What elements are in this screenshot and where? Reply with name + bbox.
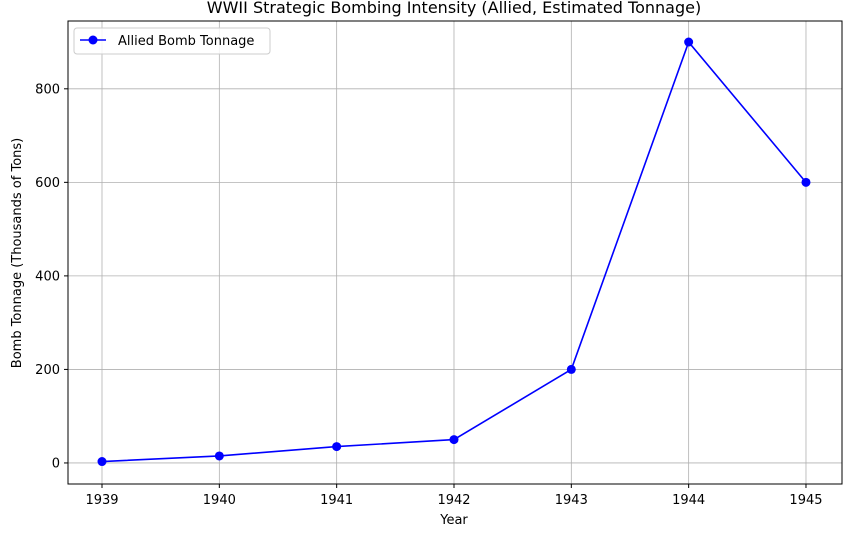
data-point <box>332 442 342 452</box>
grid-lines <box>68 21 842 484</box>
data-point <box>566 364 576 374</box>
y-axis-label: Bomb Tonnage (Thousands of Tons) <box>10 138 25 368</box>
y-tick-label: 200 <box>35 363 60 378</box>
x-tick-label: 1942 <box>437 493 470 508</box>
y-tick-label: 400 <box>35 269 60 284</box>
data-point <box>449 435 459 445</box>
x-tick-label: 1939 <box>85 493 118 508</box>
legend-marker <box>88 35 98 45</box>
y-axis: 0 200 400 600 800 <box>35 82 68 471</box>
data-point <box>801 177 811 187</box>
x-tick-label: 1940 <box>203 493 236 508</box>
y-tick-label: 0 <box>52 456 60 471</box>
series-layer <box>97 37 811 467</box>
legend-box <box>73 27 271 55</box>
x-tick-label: 1943 <box>555 493 588 508</box>
data-point <box>684 37 694 47</box>
data-point <box>214 451 224 461</box>
x-axis-label: Year <box>439 513 468 528</box>
x-axis: 1939 1940 1941 1942 1943 1944 1945 <box>85 484 823 508</box>
data-point <box>97 457 107 467</box>
x-tick-label: 1945 <box>789 493 822 508</box>
x-tick-label: 1941 <box>320 493 353 508</box>
plot-frame <box>67 20 843 485</box>
x-tick-label: 1944 <box>672 493 705 508</box>
chart-title: WWII Strategic Bombing Intensity (Allied… <box>207 0 701 17</box>
y-tick-label: 800 <box>35 82 60 97</box>
legend: Allied Bomb Tonnage <box>73 27 271 55</box>
y-tick-label: 600 <box>35 176 60 191</box>
legend-label: Allied Bomb Tonnage <box>118 34 254 49</box>
